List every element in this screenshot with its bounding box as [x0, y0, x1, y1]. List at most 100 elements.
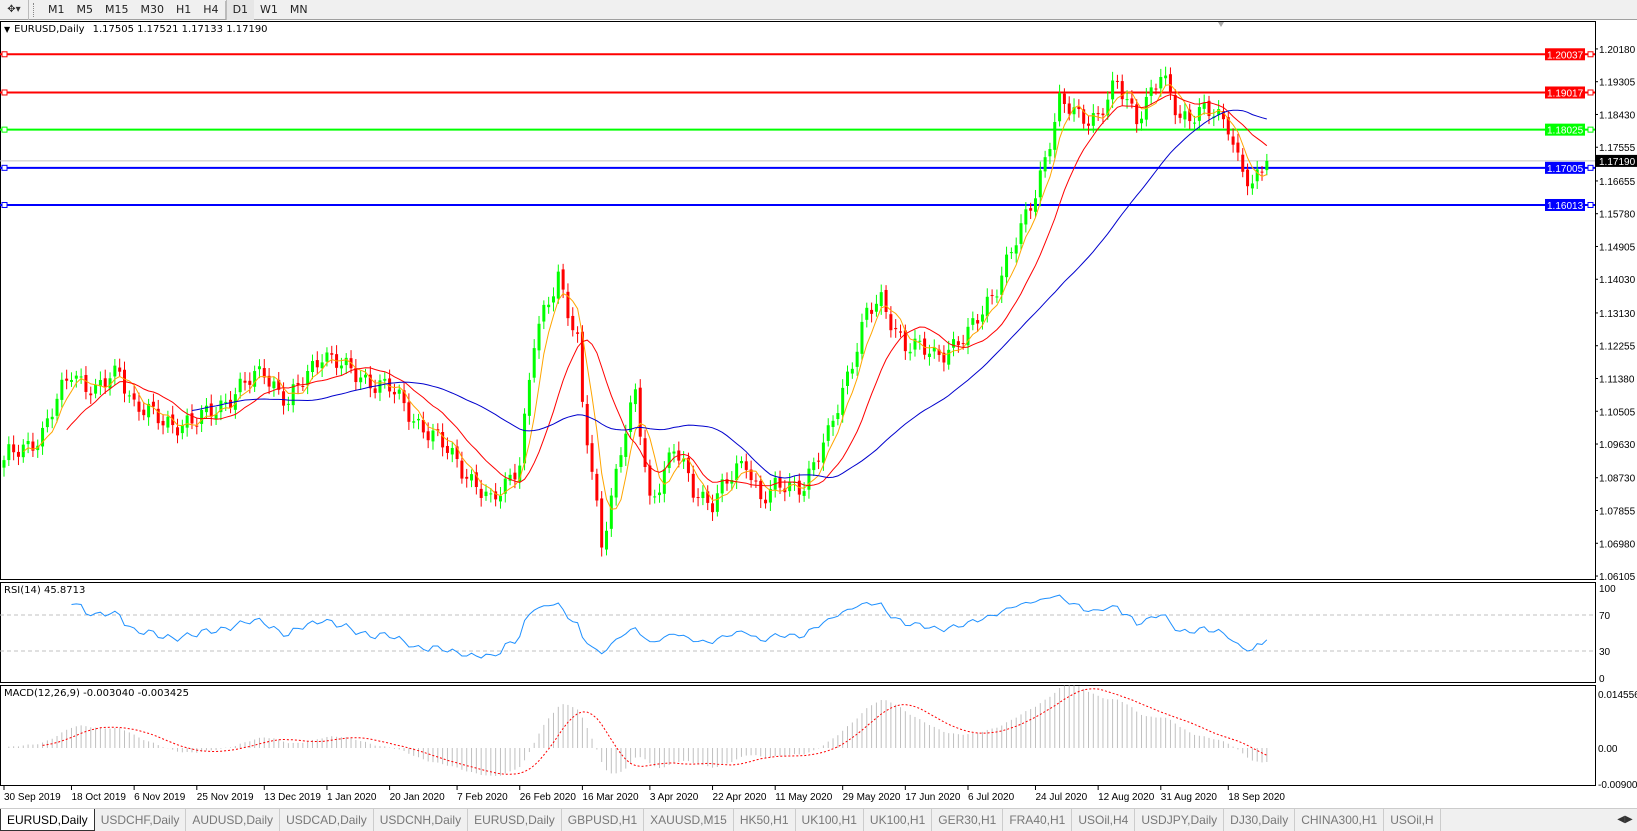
chart-tab[interactable]: HK50,H1	[734, 809, 796, 831]
level-price-label: 1.20037	[1547, 50, 1584, 61]
candle	[1053, 113, 1057, 159]
candle-body	[638, 387, 642, 437]
timeframe-m1[interactable]: M1	[48, 2, 65, 16]
candle-body	[754, 480, 758, 482]
candle-body	[523, 413, 527, 464]
candle-body	[672, 451, 676, 454]
chart-tab[interactable]: USDCHF,Daily	[95, 809, 187, 831]
candle	[489, 488, 493, 503]
candle	[1120, 74, 1124, 107]
candle	[846, 365, 849, 395]
candle-body	[527, 379, 531, 416]
timeframe-d1[interactable]: D1	[225, 0, 255, 20]
chart-tab[interactable]: DJ30,Daily	[1224, 809, 1296, 831]
candle-body	[855, 351, 859, 367]
candle	[272, 376, 276, 397]
candle-body	[605, 530, 608, 550]
timeframe-mn[interactable]: MN	[289, 2, 308, 16]
candle	[1140, 111, 1144, 131]
level-handle-left	[1, 51, 8, 58]
candle-body	[1072, 107, 1076, 115]
candle	[764, 491, 768, 509]
collapse-triangle-icon[interactable]: ▼	[4, 25, 11, 34]
candle-body	[1096, 113, 1100, 115]
candle	[7, 436, 11, 466]
chart-tab[interactable]: FRA40,H1	[1003, 809, 1073, 831]
chart-tab[interactable]: GBPUSD,H1	[562, 809, 645, 831]
candle-body	[759, 480, 763, 500]
candle-body	[1053, 121, 1057, 150]
timeframe-m30[interactable]: M30	[140, 2, 165, 16]
candle-body	[1217, 109, 1221, 115]
tab-scroll-arrows-icon[interactable]: ◀▶	[1617, 814, 1633, 825]
chart-tab[interactable]: GER30,H1	[932, 809, 1004, 831]
candle	[1024, 202, 1028, 233]
candle	[1246, 163, 1250, 196]
timeframe-m15[interactable]: M15	[105, 2, 129, 16]
candle	[1033, 189, 1037, 218]
candle-body	[826, 425, 830, 441]
candle-body	[648, 465, 652, 496]
chart-tab[interactable]: UK100,H1	[796, 809, 864, 831]
chart-tab[interactable]: AUDUSD,Daily	[186, 809, 281, 831]
candle-body	[147, 403, 151, 418]
candle	[889, 306, 893, 338]
candle	[619, 447, 623, 473]
candle-body	[561, 269, 565, 290]
timeframe-w1[interactable]: W1	[260, 2, 278, 16]
chart-tab[interactable]: USDJPY,Daily	[1135, 809, 1225, 831]
candle-body	[735, 463, 739, 481]
candle	[219, 395, 223, 421]
date-tick-label: 20 Jan 2020	[390, 792, 445, 803]
candle	[1038, 161, 1042, 207]
candle-body	[1019, 223, 1023, 244]
candle	[98, 371, 102, 396]
candle-body	[908, 351, 912, 354]
candle	[932, 339, 936, 359]
chart-tab[interactable]: USOil,H	[1384, 809, 1441, 831]
candle-body	[1029, 208, 1033, 211]
timeframe-h1[interactable]: H1	[176, 2, 192, 16]
chart-tab[interactable]: UK100,H1	[864, 809, 933, 831]
candle	[508, 468, 512, 486]
chart-tab[interactable]: USDCNH,Daily	[374, 809, 469, 831]
candle	[1087, 115, 1090, 135]
candle-body	[315, 360, 319, 368]
price-tick-label: 1.06980	[1599, 539, 1636, 550]
cursor-arrows-icon[interactable]: ✥▾	[0, 0, 29, 20]
chart-tab[interactable]: EURUSD,Daily	[0, 809, 95, 831]
ma-mid-line	[66, 94, 1268, 487]
candle-body	[1178, 113, 1182, 118]
candle-body	[1087, 123, 1090, 126]
candle	[344, 353, 348, 375]
level-handle-left	[1, 126, 8, 133]
candle	[142, 402, 146, 421]
timeframe-m5[interactable]: M5	[76, 2, 94, 16]
candle	[16, 444, 20, 466]
chart-tab[interactable]: USDCAD,Daily	[280, 809, 374, 831]
candle-body	[84, 375, 88, 392]
candle	[653, 489, 657, 504]
timeframe-h4[interactable]: H4	[203, 2, 219, 16]
candle-body	[682, 458, 686, 462]
toolbar-grip[interactable]	[33, 2, 38, 17]
candle-body	[1207, 100, 1211, 117]
chart-tab[interactable]: USOil,H4	[1072, 809, 1136, 831]
candle	[744, 453, 748, 479]
price-tick-label: 1.18430	[1599, 110, 1636, 121]
candle-body	[846, 371, 849, 386]
chart-tab[interactable]: EURUSD,Daily	[468, 809, 562, 831]
candle-body	[253, 371, 257, 387]
candle-body	[1000, 275, 1004, 295]
candle-body	[392, 391, 396, 395]
macd-tick-label: -0.009001	[1598, 780, 1637, 791]
candle	[947, 340, 951, 370]
chart-canvas[interactable]: 1.20180 1.19305 1.18430 1.17555 1.16655 1.157…	[0, 0, 1637, 808]
candle	[614, 464, 618, 506]
candle-body	[865, 307, 869, 320]
candle	[894, 319, 898, 338]
level-price-tag	[1545, 123, 1585, 136]
chart-tab[interactable]: CHINA300,H1	[1295, 809, 1385, 831]
chart-tab[interactable]: XAUUSD,M15	[644, 809, 734, 831]
date-tick-label: 16 Mar 2020	[582, 792, 639, 803]
